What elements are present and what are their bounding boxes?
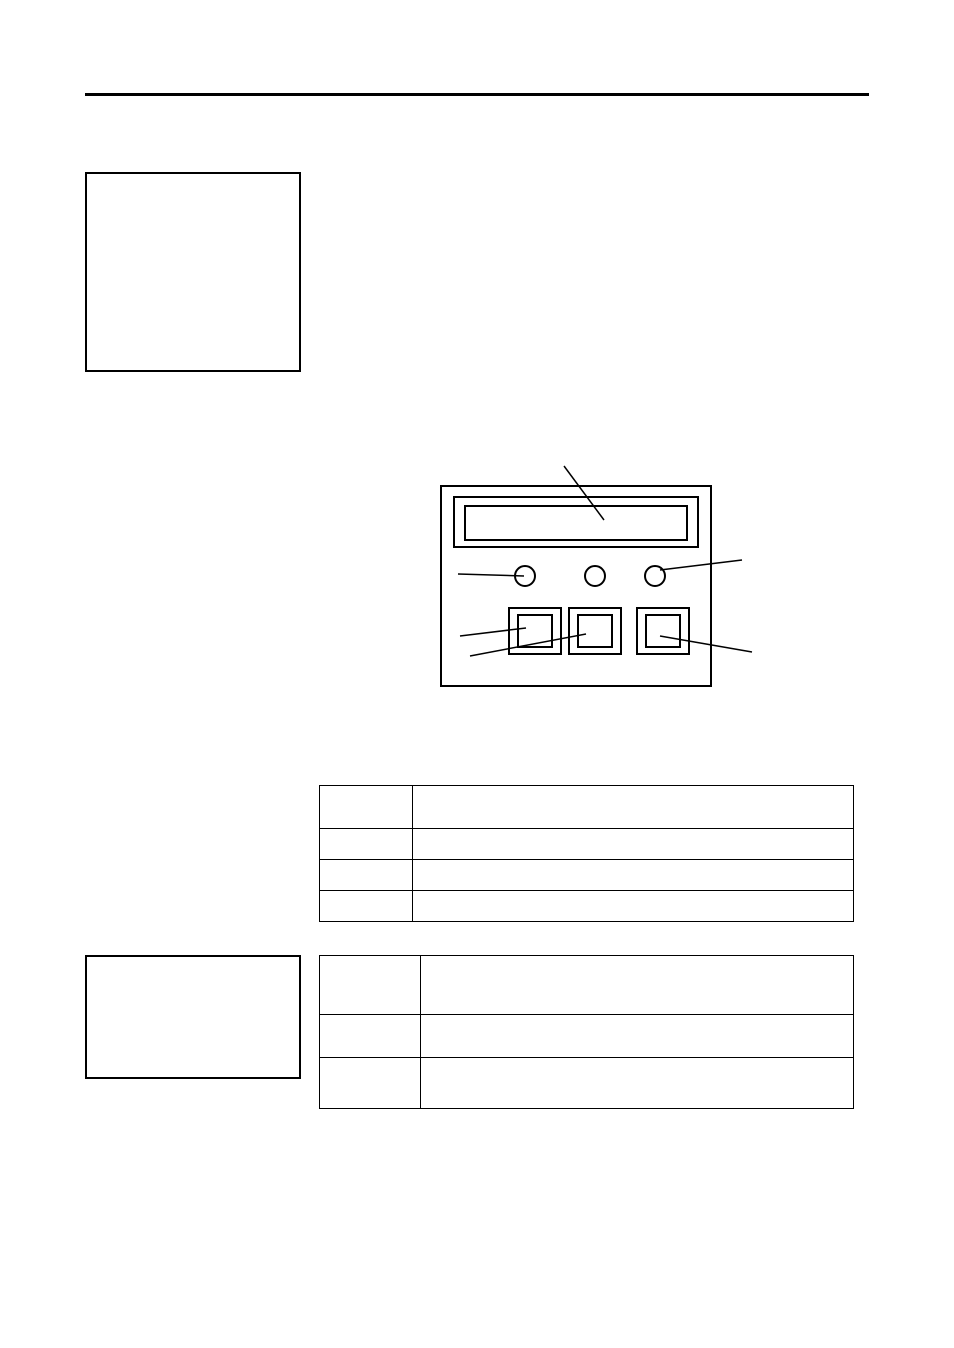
page	[0, 0, 954, 1348]
table-row	[320, 1015, 854, 1058]
table-row	[320, 829, 854, 860]
led-1	[514, 565, 536, 587]
button-1-inner	[517, 614, 553, 648]
led-3	[644, 565, 666, 587]
figure-box-bottom-left	[85, 955, 301, 1079]
table-row	[320, 860, 854, 891]
table-row	[320, 1058, 854, 1109]
figure-box-top-left	[85, 172, 301, 372]
button-2-inner	[577, 614, 613, 648]
table-row	[320, 891, 854, 922]
led-2	[584, 565, 606, 587]
button-3-inner	[645, 614, 681, 648]
top-rule	[85, 93, 869, 96]
display-screen	[464, 505, 688, 541]
table-2	[319, 955, 854, 1109]
table-row	[320, 956, 854, 1015]
table-1	[319, 785, 854, 922]
table-row	[320, 786, 854, 829]
